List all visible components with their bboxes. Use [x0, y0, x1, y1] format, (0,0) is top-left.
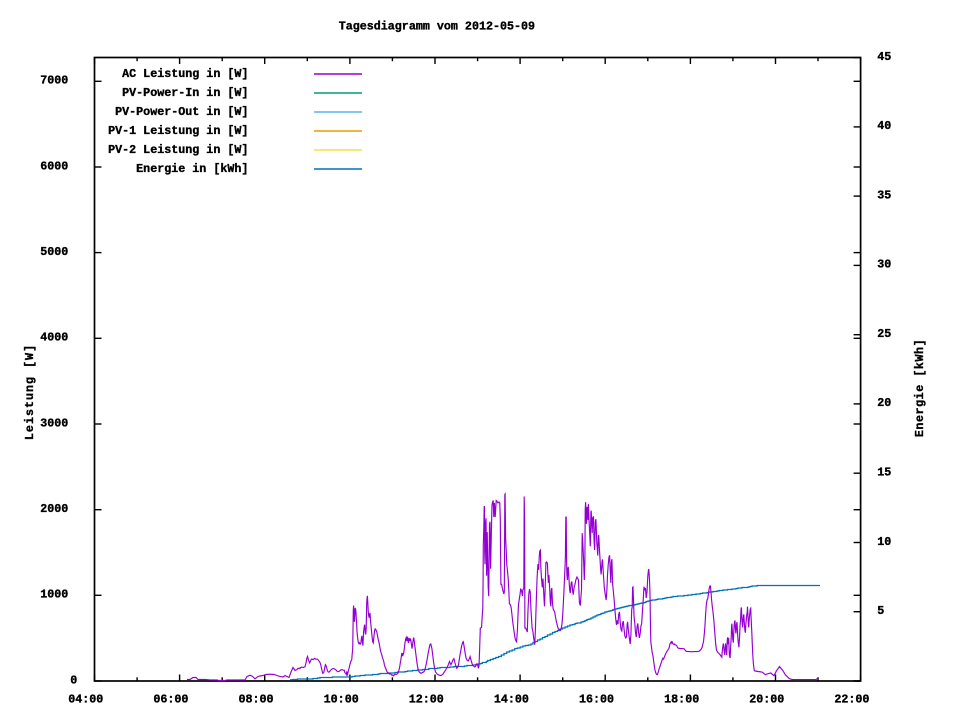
- svg-text:04:00: 04:00: [68, 693, 103, 707]
- svg-text:10:00: 10:00: [324, 693, 359, 707]
- svg-text:2000: 2000: [40, 502, 68, 516]
- svg-text:16:00: 16:00: [579, 693, 614, 707]
- svg-text:0: 0: [70, 673, 77, 687]
- svg-text:AC Leistung in [W]: AC Leistung in [W]: [122, 67, 248, 81]
- svg-text:20: 20: [877, 396, 891, 410]
- svg-text:06:00: 06:00: [153, 693, 188, 707]
- svg-text:12:00: 12:00: [409, 693, 444, 707]
- svg-text:PV-Power-Out in [W]: PV-Power-Out in [W]: [115, 105, 248, 119]
- svg-text:45: 45: [877, 50, 891, 64]
- svg-text:4000: 4000: [40, 331, 68, 345]
- svg-text:40: 40: [877, 119, 891, 133]
- svg-text:25: 25: [877, 327, 891, 341]
- svg-text:Energie in [kWh]: Energie in [kWh]: [136, 162, 248, 176]
- svg-text:08:00: 08:00: [238, 693, 273, 707]
- svg-text:14:00: 14:00: [494, 693, 529, 707]
- svg-text:7000: 7000: [40, 74, 68, 88]
- svg-text:10: 10: [877, 535, 891, 549]
- svg-text:PV-Power-In in [W]: PV-Power-In in [W]: [122, 86, 248, 100]
- svg-text:Tagesdiagramm vom 2012-05-09: Tagesdiagramm vom 2012-05-09: [339, 20, 535, 34]
- svg-text:18:00: 18:00: [664, 693, 699, 707]
- svg-text:20:00: 20:00: [749, 693, 784, 707]
- svg-text:3000: 3000: [40, 416, 68, 430]
- svg-text:6000: 6000: [40, 159, 68, 173]
- svg-text:5000: 5000: [40, 245, 68, 259]
- svg-text:30: 30: [877, 258, 891, 272]
- svg-text:PV-1 Leistung in [W]: PV-1 Leistung in [W]: [108, 124, 248, 138]
- svg-text:Energie [kWh]: Energie [kWh]: [913, 339, 927, 437]
- svg-text:22:00: 22:00: [834, 693, 869, 707]
- svg-text:35: 35: [877, 188, 891, 202]
- svg-text:15: 15: [877, 466, 891, 480]
- svg-text:5: 5: [877, 604, 884, 618]
- svg-text:Leistung [W]: Leistung [W]: [23, 344, 37, 440]
- svg-text:PV-2 Leistung in [W]: PV-2 Leistung in [W]: [108, 143, 248, 157]
- svg-text:1000: 1000: [40, 588, 68, 602]
